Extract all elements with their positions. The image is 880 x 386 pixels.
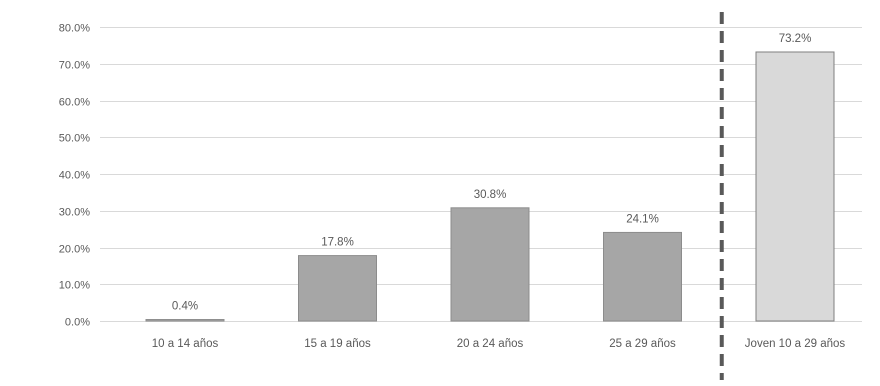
data-label: 24.1% [626, 213, 659, 225]
data-label: 17.8% [321, 237, 354, 249]
y-tick-label: 50.0% [59, 133, 90, 145]
gridlines [100, 27, 862, 322]
category-label: Joven 10 a 29 años [745, 338, 846, 350]
data-label: 0.4% [172, 301, 198, 313]
x-axis-category-labels: 10 a 14 años 15 a 19 años 20 a 24 años 25 a… [152, 338, 846, 350]
bar-2 [298, 255, 377, 322]
category-label: 20 a 24 años [457, 338, 524, 350]
bar-4 [603, 231, 682, 322]
category-label: 25 a 29 años [609, 338, 676, 350]
y-tick-label: 20.0% [59, 244, 90, 256]
data-labels: 0.4% 17.8% 30.8% 24.1% 73.2% [172, 33, 811, 313]
bar-1 [145, 319, 225, 322]
y-axis-tick-labels: 0.0% 10.0% 20.0% 30.0% 40.0% 50.0% 60.0% 70.0% 8… [59, 23, 90, 329]
y-tick-label: 70.0% [59, 60, 90, 72]
y-tick-label: 40.0% [59, 170, 90, 182]
category-label: 15 a 19 años [304, 338, 371, 350]
bar-3 [450, 207, 530, 322]
bars [145, 51, 835, 322]
y-tick-label: 30.0% [59, 207, 90, 219]
y-tick-label: 0.0% [65, 317, 90, 329]
y-tick-label: 10.0% [59, 280, 90, 292]
data-label: 30.8% [474, 189, 507, 201]
y-tick-label: 80.0% [59, 23, 90, 35]
data-label: 73.2% [779, 33, 812, 45]
bar-5 [755, 51, 835, 322]
y-tick-label: 60.0% [59, 97, 90, 109]
category-label: 10 a 14 años [152, 338, 219, 350]
